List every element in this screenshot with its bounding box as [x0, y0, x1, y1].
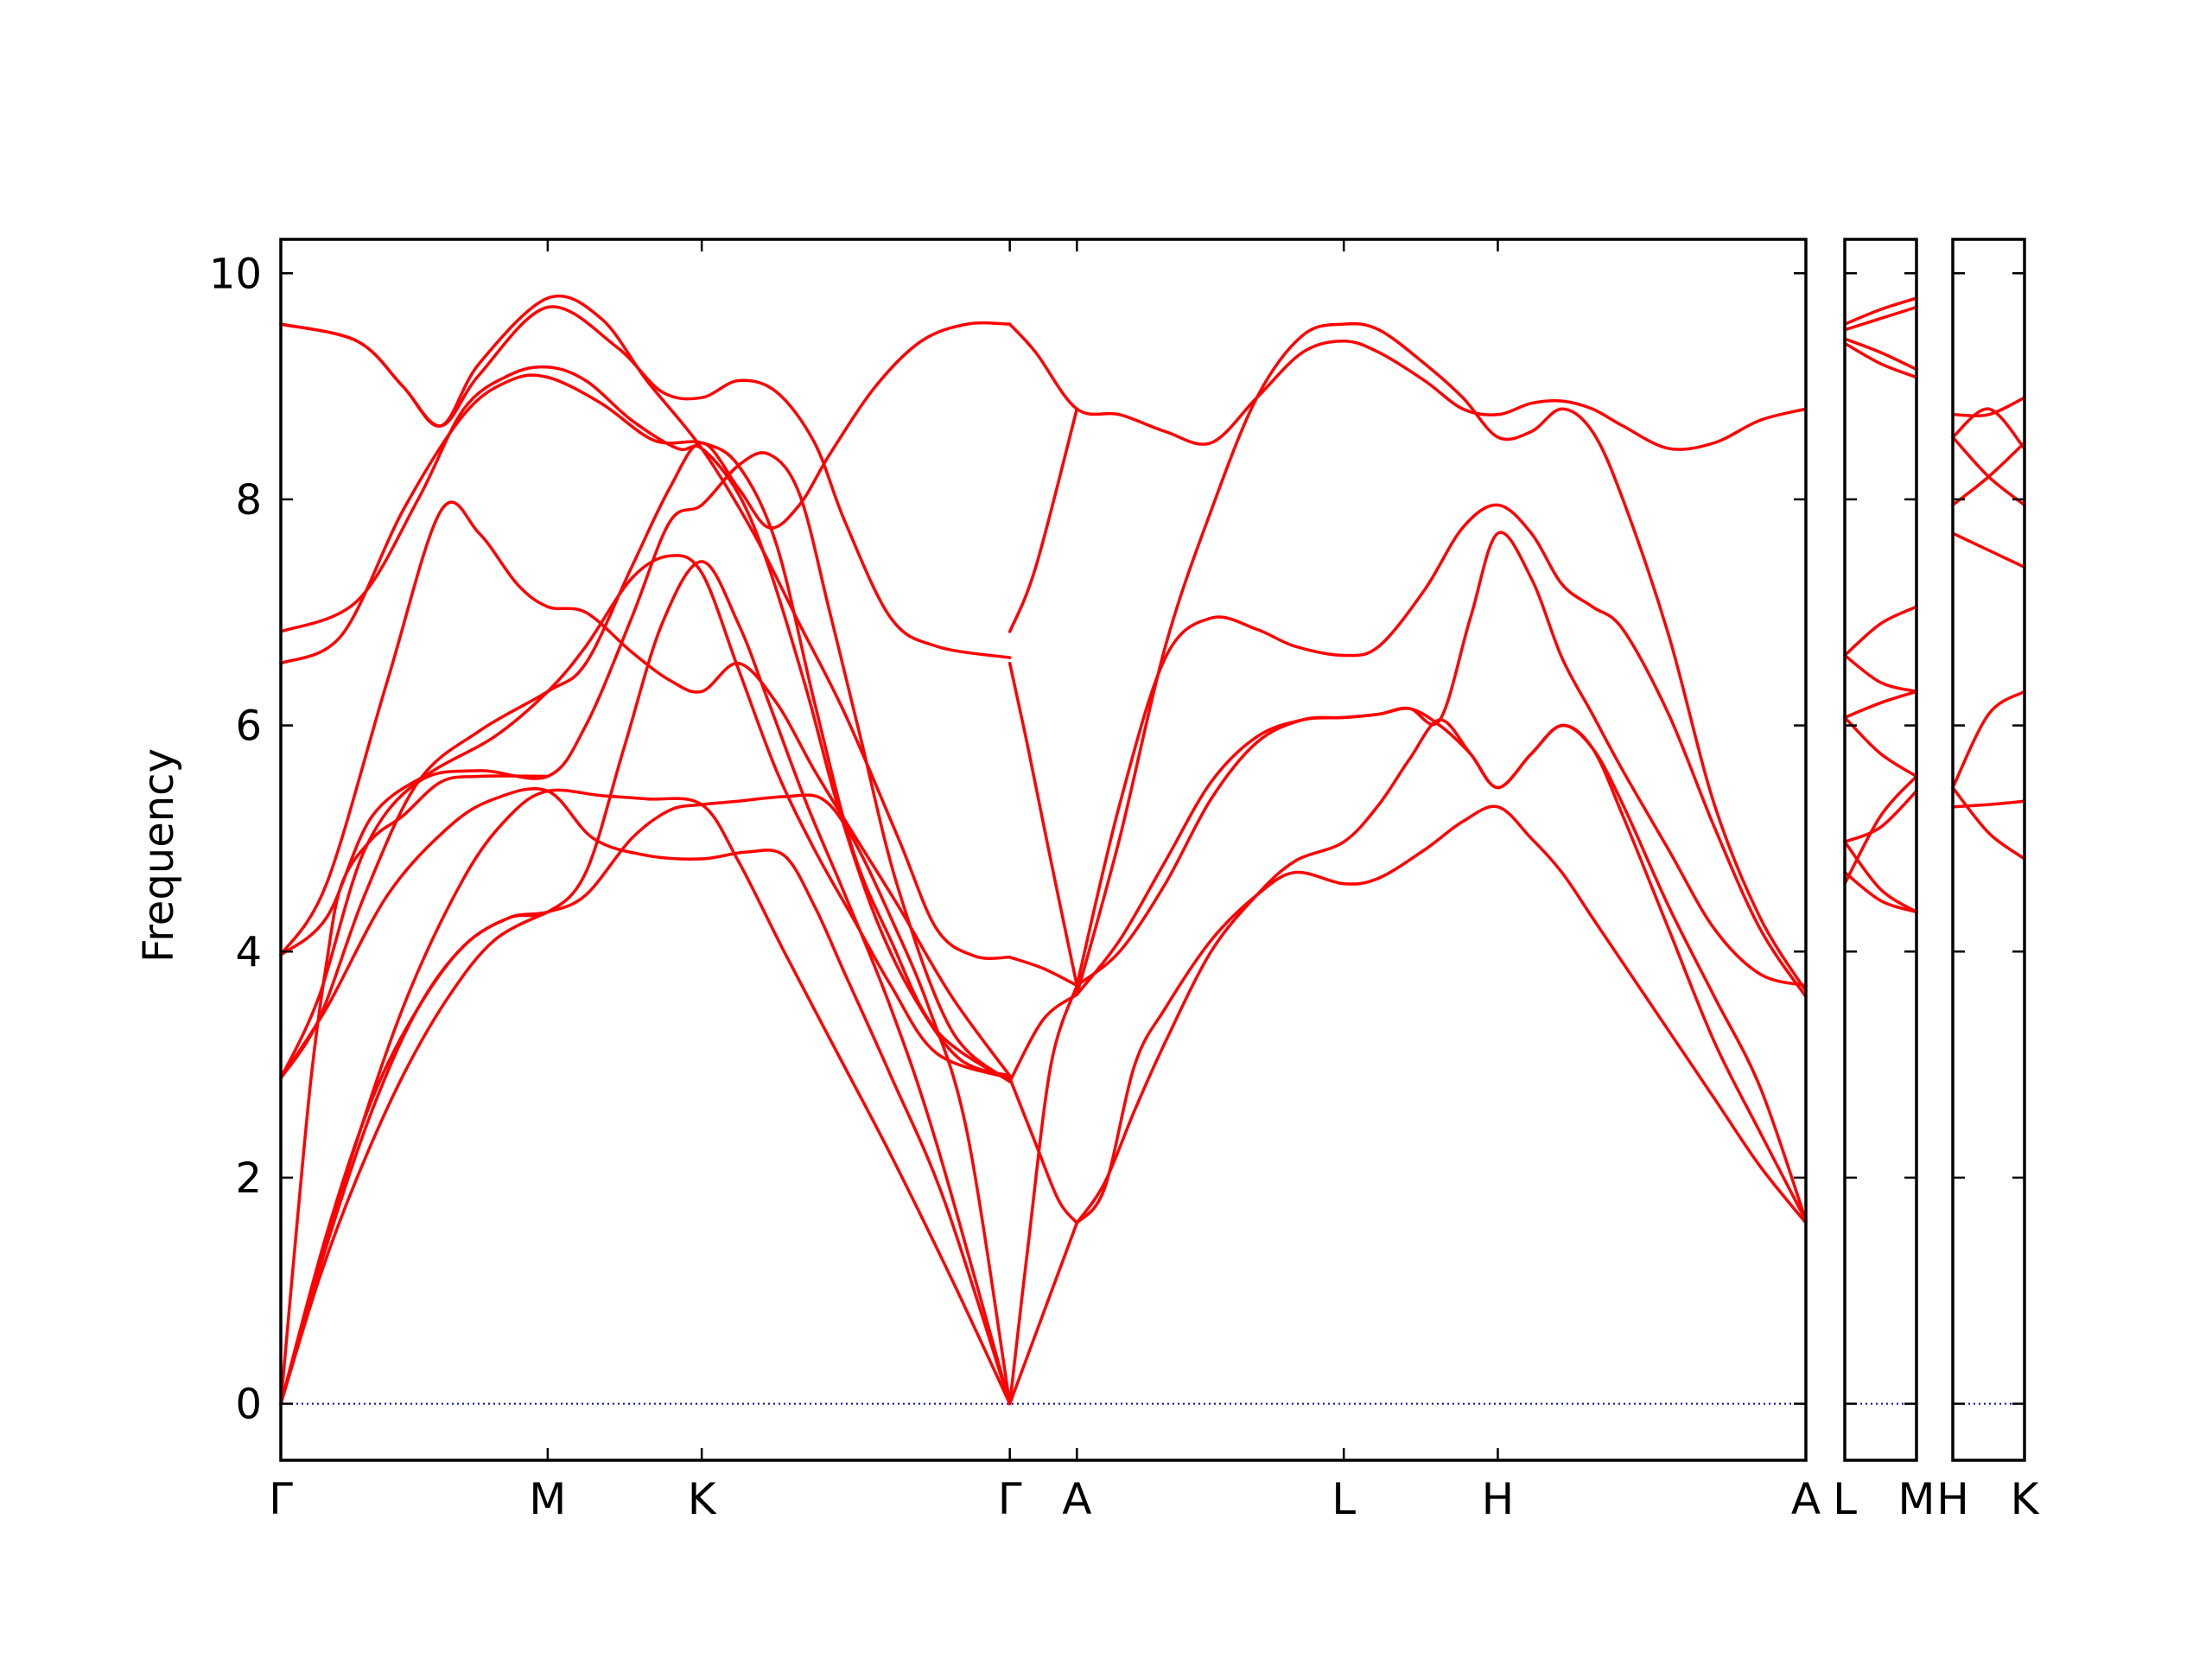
band-group — [1951, 396, 2026, 861]
x-tick-label: L — [1833, 1474, 1857, 1524]
band-line-18 — [1007, 956, 1079, 988]
band-line-22 — [1007, 983, 1079, 1406]
band-line-23 — [1075, 321, 1808, 996]
band-line-10 — [1843, 789, 1918, 844]
band-line-12 — [279, 788, 1012, 1406]
band-line-27 — [1075, 804, 1808, 1224]
band-line-14 — [279, 774, 550, 1406]
band-line-17 — [1007, 661, 1079, 988]
plot-frame — [279, 238, 1808, 1462]
x-tick-label: M — [1897, 1474, 1935, 1524]
band-group — [279, 294, 1808, 1406]
band-line-9 — [1843, 840, 1918, 914]
band-line-12 — [1843, 774, 1918, 886]
y-tick-label: 10 — [209, 250, 262, 298]
band-line-5 — [1951, 531, 2026, 569]
band-line-5 — [279, 500, 1012, 1077]
band-line-25 — [1075, 531, 1808, 996]
band-line-1 — [1951, 396, 2026, 417]
band-line-13 — [279, 910, 550, 1406]
x-tick-label: K — [2011, 1474, 2040, 1524]
x-tick-label: M — [529, 1474, 566, 1524]
x-tick-label: A — [1791, 1474, 1821, 1524]
y-tick-label: 0 — [235, 1381, 262, 1429]
band-line-9 — [279, 786, 1012, 1406]
band-line-6 — [1951, 690, 2026, 790]
band-line-2 — [279, 294, 1012, 960]
band-line-4 — [1843, 341, 1918, 379]
band-line-20 — [1007, 1077, 1079, 1224]
y-tick-label: 8 — [235, 476, 262, 524]
band-line-19 — [1007, 993, 1079, 1084]
x-tick-label: H — [1936, 1474, 1969, 1524]
band-line-2 — [1843, 305, 1918, 332]
band-line-6 — [279, 554, 1012, 1080]
band-line-2 — [1951, 407, 2026, 450]
band-line-3 — [279, 365, 1012, 1077]
band-line-5 — [1843, 605, 1918, 658]
band-group — [1843, 296, 1918, 914]
band-line-3 — [1951, 435, 2026, 507]
band-line-28 — [1075, 718, 1808, 1224]
band-line-3 — [1843, 337, 1918, 372]
plot-frame — [1951, 238, 2026, 1462]
x-tick-label: H — [1482, 1474, 1515, 1524]
band-line-7 — [1951, 785, 2026, 861]
x-tick-label: L — [1332, 1474, 1356, 1524]
band-line-24 — [1075, 503, 1808, 999]
y-axis-label: Frequency — [135, 748, 183, 963]
x-tick-label: Γ — [269, 1474, 293, 1524]
band-line-7 — [279, 451, 1012, 1084]
band-line-11 — [1843, 870, 1918, 914]
y-tick-label: 4 — [235, 928, 262, 976]
x-tick-label: K — [688, 1474, 717, 1524]
band-line-16 — [1007, 407, 1079, 633]
band-line-8 — [1951, 799, 2026, 809]
band-line-10 — [279, 793, 1012, 1406]
band-line-7 — [1843, 690, 1918, 720]
band-line-6 — [1843, 653, 1918, 694]
band-line-1 — [1843, 296, 1918, 326]
band-line-8 — [279, 321, 1012, 1080]
x-tick-label: A — [1062, 1474, 1091, 1524]
y-tick-label: 2 — [235, 1154, 262, 1203]
band-line-15 — [1007, 322, 1808, 451]
x-tick-label: Γ — [998, 1474, 1022, 1524]
y-tick-label: 6 — [235, 702, 262, 751]
plot-frame — [1843, 238, 1918, 1462]
band-line-11 — [279, 560, 1012, 1406]
band-line-21 — [1007, 1221, 1079, 1406]
